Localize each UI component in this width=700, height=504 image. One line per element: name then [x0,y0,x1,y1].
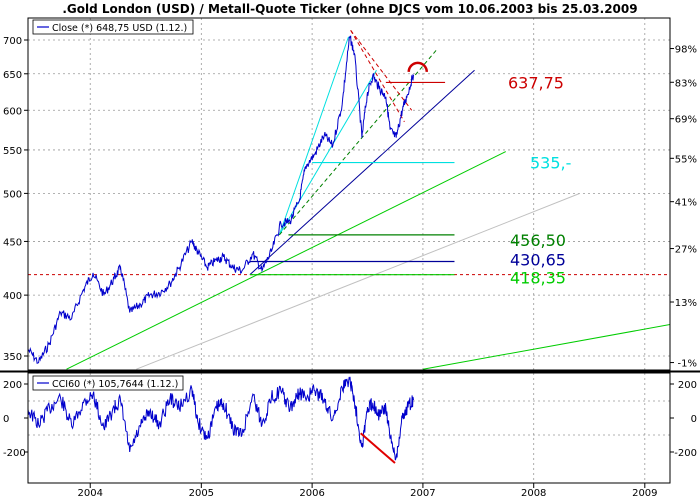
y-tick-label-right: 13% [675,298,697,309]
x-tick-label: 2009 [632,488,657,499]
x-tick-label: 2004 [78,488,103,499]
x-tick-label: 2005 [189,488,214,499]
x-tick-label: 2006 [299,488,324,499]
level-label: 535,- [530,154,571,173]
cci-y-tick-label-right: 200 [678,380,697,391]
x-tick-label: 2007 [410,488,435,499]
trend-line [66,151,507,370]
y-tick-label-left: 700 [3,36,22,47]
trend-line [350,30,413,111]
y-tick-label-right: 55% [675,154,697,165]
trend-line [422,324,670,370]
main-legend-label: Close (*) 648,75 USD (1.12.) [52,23,187,34]
trend-lines [66,30,670,370]
level-label: 418,35 [510,269,566,288]
trend-line [136,192,581,370]
cci-y-tick-label-left: -200 [3,448,26,459]
main-legend: Close (*) 648,75 USD (1.12.) [32,19,194,35]
main-plot-frame [27,17,671,371]
cci-plot-frame [27,372,671,484]
y-tick-label-left: 350 [3,352,22,363]
y-tick-label-right: 98% [675,45,697,56]
trend-line [350,30,405,123]
cci-y-tick-label-right: -200 [674,448,697,459]
cci-legend: CCI60 (*) 105,7644 (1.12.) [32,375,184,391]
grid [28,18,670,483]
labels: .Gold London (USD) / Metall-Quote Ticker… [3,2,697,499]
horizontal-levels [28,81,670,276]
trend-line [278,70,377,236]
cci-y-tick-label-left: 200 [3,380,22,391]
y-tick-label-left: 550 [3,146,22,157]
trend-line [278,36,350,236]
cci-series-line [28,376,414,461]
y-tick-label-left: 450 [3,237,22,248]
series [27,35,429,464]
y-tick-label-right: 41% [675,198,697,209]
y-tick-label-left: 400 [3,291,22,302]
cci-legend-label: CCI60 (*) 105,7644 (1.12.) [52,379,178,390]
x-tick-label: 2008 [521,488,546,499]
axes [24,39,674,488]
frames: Close (*) 648,75 USD (1.12.) CCI60 (*) 10… [0,17,700,484]
price-series-line [27,35,414,364]
y-tick-label-left: 500 [3,189,22,200]
level-label: 637,75 [508,73,564,92]
cci-y-tick-label-right: 0 [691,414,697,425]
y-tick-label-left: 650 [3,70,22,81]
trend-line [249,69,475,276]
level-label: 430,65 [510,250,566,269]
y-tick-label-right: 83% [675,78,697,89]
main-legend-box [32,19,194,35]
y-tick-label-left: 600 [3,106,22,117]
y-tick-label-right: 27% [675,245,697,256]
cci-y-tick-label-left: 0 [3,414,9,425]
cci-series-group [28,376,414,461]
cci-trend-line [360,432,396,464]
y-tick-label-right: 69% [675,115,697,126]
y-tick-label-right: -1% [678,359,697,370]
level-label: 456,50 [510,231,566,250]
cci-legend-box [32,375,184,391]
annotation-arc [407,61,429,72]
trend-line [278,49,437,236]
chart-title: .Gold London (USD) / Metall-Quote Ticker… [62,2,637,16]
